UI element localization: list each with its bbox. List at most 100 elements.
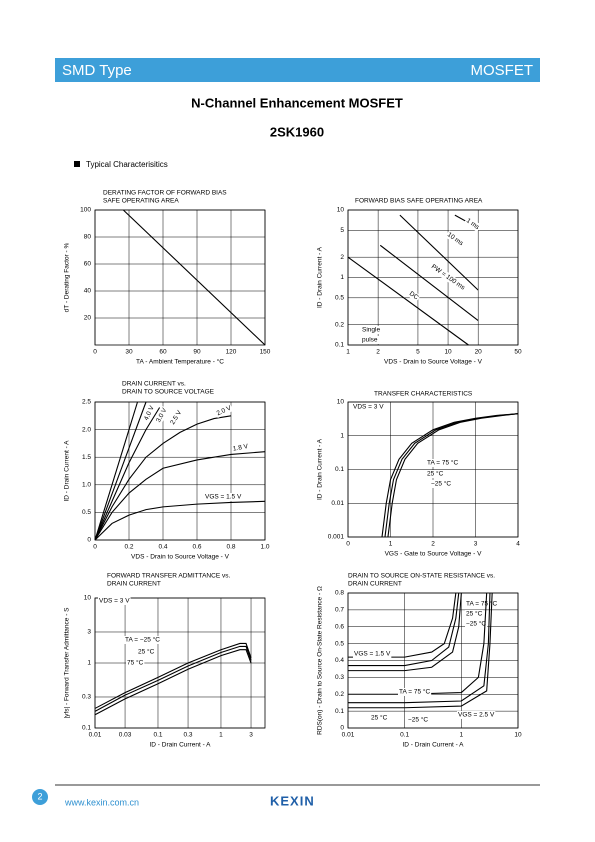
y-tick-label: 5 [340, 227, 344, 234]
x-tick-label: 0.4 [158, 544, 167, 551]
curve [348, 592, 491, 704]
x-axis-label: TA - Ambient Temperature - °C [136, 358, 224, 366]
y-axis-label: ID - Drain Current - A [317, 438, 324, 500]
y-axis-label: |yfs| - Forward Transfer Admittance - S [64, 607, 71, 719]
label-bg [214, 403, 234, 419]
label-bg [426, 470, 445, 478]
y-tick-label: 100 [80, 207, 91, 214]
label-bg [204, 493, 243, 501]
label-bg [407, 716, 430, 724]
x-tick-label: 0.6 [192, 544, 201, 551]
x-tick-label: 0 [93, 544, 97, 551]
curve-label: TA = 75 °C [466, 600, 498, 608]
y-tick-label: 1 [340, 432, 344, 439]
curve [94, 642, 252, 709]
curve [94, 415, 232, 541]
y-tick-label: 0.1 [335, 708, 344, 715]
label-bg [370, 714, 389, 722]
label-bg [168, 408, 184, 427]
curve [399, 214, 479, 291]
brand-logo: KEXIN [270, 793, 315, 808]
curve [94, 407, 161, 541]
page-badge [32, 789, 48, 805]
header-right: MOSFET [471, 62, 534, 79]
curve-label: 25 °C [138, 648, 155, 656]
label-bg [153, 405, 170, 425]
x-tick-label: 2 [376, 349, 380, 356]
chart-title: DRAIN TO SOURCE VOLTAGE [122, 389, 215, 396]
y-axis-label: ID - Drain Current - A [64, 440, 71, 502]
curve [348, 592, 462, 672]
chart-title: FORWARD TRANSFER ADMITTANCE vs. [107, 573, 230, 580]
x-axis-label: ID - Drain Current - A [402, 742, 464, 749]
x-tick-label: 90 [193, 349, 201, 356]
x-tick-label: 4 [516, 541, 520, 548]
y-tick-label: 0 [340, 725, 344, 732]
label-bg [457, 711, 496, 719]
x-axis-label: VDS - Drain to Source Voltage - V [384, 359, 483, 366]
curve [348, 592, 460, 667]
header-bar [55, 58, 540, 82]
curve [94, 451, 266, 541]
label-bg [137, 648, 156, 656]
label-bg [463, 216, 482, 232]
label-bg [465, 620, 488, 628]
y-tick-label: 0.001 [328, 534, 345, 541]
y-tick-label: 0.3 [335, 674, 344, 681]
x-axis-label: ID - Drain Current - A [149, 742, 211, 749]
curve-label: DC [408, 290, 420, 301]
curve [94, 500, 266, 541]
x-tick-label: 10 [514, 732, 522, 739]
curve-label: 25 °C [371, 714, 388, 722]
y-tick-label: 2.0 [82, 426, 91, 433]
chart-title: DRAIN CURRENT [348, 581, 402, 588]
x-axis-label: VGS - Gate to Source Voltage - V [385, 551, 482, 558]
y-tick-label: 1 [340, 274, 344, 281]
curve-label: −25 °C [408, 716, 428, 724]
annotation: VDS = 3 V [353, 404, 384, 411]
chart-title: DRAIN CURRENT vs. [122, 381, 186, 388]
y-tick-label: 0.6 [335, 623, 344, 630]
curve [387, 413, 519, 538]
label-bg [398, 688, 432, 696]
y-tick-label: 2.5 [82, 399, 91, 406]
chart-title: SAFE OPERATING AREA [103, 198, 179, 205]
part-number: 2SK1960 [270, 124, 324, 139]
label-bg [353, 650, 392, 658]
chart-title: DRAIN TO SOURCE ON-STATE RESISTANCE vs. [348, 573, 495, 580]
x-tick-label: 60 [159, 349, 167, 356]
x-tick-label: 1 [346, 349, 350, 356]
y-tick-label: 0.5 [82, 509, 91, 516]
label-bg [430, 480, 453, 488]
label-bg [126, 659, 145, 667]
curve [348, 592, 457, 658]
x-axis-label: VDS - Drain to Source Voltage - V [131, 554, 230, 561]
label-bg [361, 326, 382, 334]
page-number: 2 [37, 791, 42, 801]
label-bg [231, 442, 250, 454]
curve [94, 645, 252, 712]
plot-area [94, 401, 266, 541]
plot-area [94, 209, 266, 346]
y-tick-label: 0.8 [335, 590, 344, 597]
y-tick-label: 0.5 [335, 295, 344, 302]
y-tick-label: 0.3 [82, 694, 91, 701]
y-tick-label: 1.5 [82, 454, 91, 461]
annotation: pulse [362, 337, 378, 344]
y-tick-label: 10 [337, 207, 345, 214]
y-tick-label: 0.2 [335, 321, 344, 328]
y-tick-label: 2 [340, 254, 344, 261]
x-tick-label: 30 [125, 349, 133, 356]
x-tick-label: 0.2 [124, 544, 133, 551]
footer-url: www.kexin.com.cn [64, 797, 139, 807]
label-bg [406, 289, 421, 303]
curve [94, 649, 252, 716]
curve-label: 25 °C [427, 470, 444, 478]
x-tick-label: 1 [219, 732, 223, 739]
y-tick-label: 20 [84, 315, 92, 322]
x-tick-label: 0.1 [153, 732, 162, 739]
curve-label: TA = 75 °C [399, 688, 431, 696]
y-tick-label: 10 [84, 595, 92, 602]
y-tick-label: 80 [84, 234, 92, 241]
